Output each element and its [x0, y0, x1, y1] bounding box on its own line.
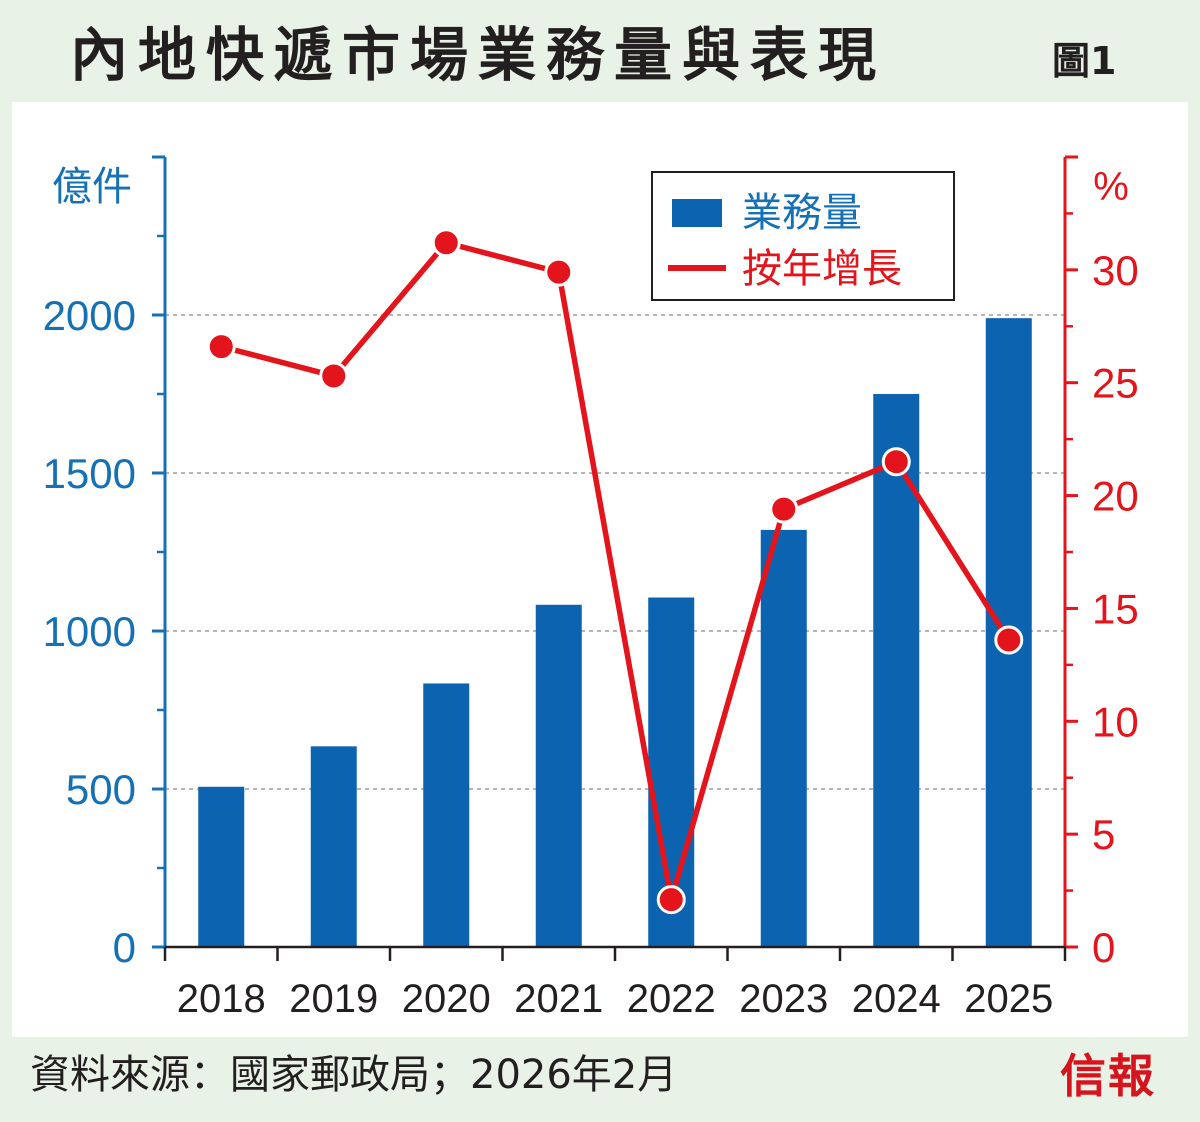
growth-series-line: [220, 240, 1012, 903]
x-tick-label: 2020: [402, 977, 491, 1021]
x-tick-label: 2022: [627, 977, 716, 1021]
gridlines: [165, 314, 1065, 790]
legend-line-label: 按年增長: [742, 246, 902, 292]
bar-2019: [310, 746, 357, 947]
right-tick-label: 0: [1092, 924, 1115, 971]
right-tick-label: 10: [1092, 698, 1139, 745]
source-note: 資料來源：國家郵政局；2026年2月: [30, 1052, 678, 1098]
bar-2024: [873, 394, 920, 947]
right-tick-label: 30: [1092, 247, 1139, 294]
growth-point-2025: [994, 625, 1024, 655]
legend-bar-label: 業務量: [742, 190, 862, 236]
x-tick-label: 2021: [514, 977, 603, 1021]
growth-point-2022: [656, 885, 686, 915]
growth-point-2024: [881, 447, 911, 477]
x-tick-label: 2024: [852, 977, 941, 1021]
bars: [198, 318, 1032, 947]
bar-2021: [535, 604, 582, 947]
figure-label: 圖1: [1052, 39, 1117, 83]
right-tick-label: 25: [1092, 360, 1139, 407]
left-tick-label: 500: [66, 766, 136, 813]
growth-point-2018: [206, 332, 236, 362]
left-tick-label: 1500: [43, 450, 136, 497]
growth-point-2019: [319, 361, 349, 391]
axes: [152, 155, 1078, 961]
x-tick-label: 2018: [177, 977, 266, 1021]
growth-point-2023: [769, 494, 799, 524]
publisher-logo: 信報: [1060, 1049, 1156, 1103]
left-tick-label: 1000: [43, 608, 136, 655]
growth-line: [206, 228, 1024, 915]
right-axis-label: %: [1093, 165, 1129, 209]
chart-title: 內地快遞市場業務量與表現: [70, 21, 887, 89]
bar-2023: [760, 529, 807, 947]
legend-bar-swatch: [672, 199, 722, 227]
left-tick-label: 2000: [43, 292, 136, 339]
right-tick-label: 20: [1092, 473, 1139, 520]
x-tick-label: 2025: [964, 977, 1053, 1021]
bar-2018: [198, 786, 245, 947]
bar-2020: [423, 683, 470, 947]
left-tick-label: 0: [113, 924, 136, 971]
x-tick-label: 2019: [289, 977, 378, 1021]
left-axis-label: 億件: [52, 164, 132, 210]
right-tick-label: 5: [1092, 811, 1115, 858]
growth-point-2021: [544, 257, 574, 287]
right-tick-label: 15: [1092, 585, 1139, 632]
growth-point-2020: [431, 228, 461, 258]
x-tick-label: 2023: [739, 977, 828, 1021]
legend-box: [651, 171, 955, 301]
